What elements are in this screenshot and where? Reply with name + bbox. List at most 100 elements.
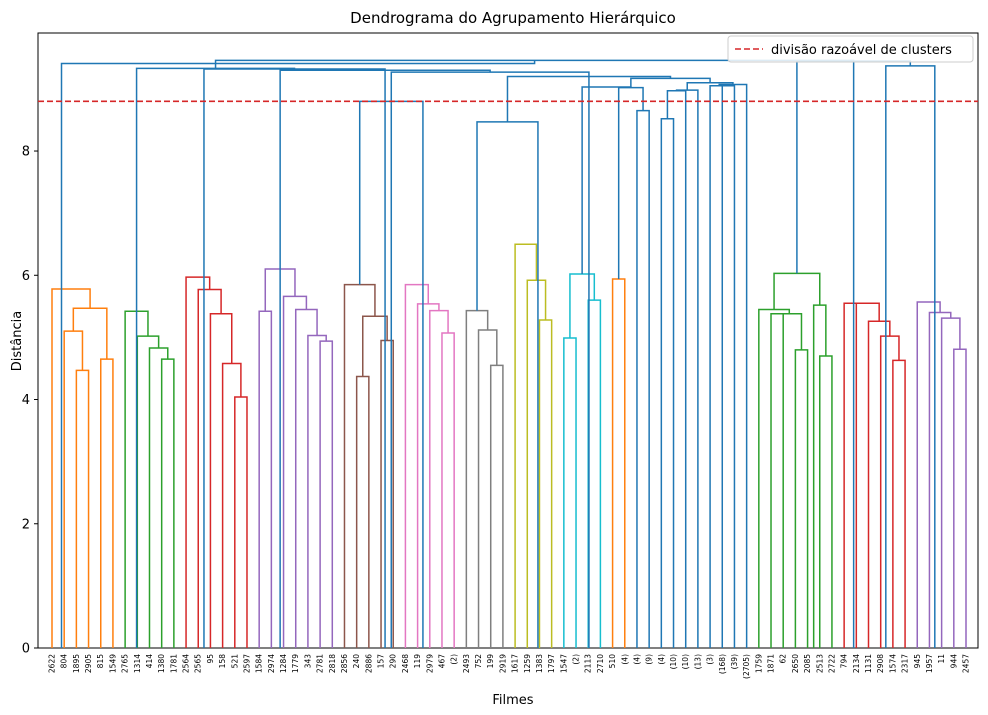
x-tick-label: 11 [937,654,946,664]
plot-frame [37,32,979,649]
x-tick-label: (10) [669,654,678,669]
dendrogram-link [429,309,449,648]
dendrogram-link [51,288,91,648]
y-tick-label: 2 [22,517,30,532]
x-tick-label: 199 [486,654,495,669]
dendrogram-link [843,302,868,648]
x-tick-label: 343 [303,654,312,669]
dendrogram-link [209,313,233,648]
dendrogram-link [185,276,211,648]
dendrogram-link [60,60,536,648]
dendrogram-link [214,59,855,648]
dendrogram-link [362,315,388,377]
x-tick-label: 1314 [133,654,142,673]
x-tick-label: 2622 [48,654,57,673]
chart-title: Dendrograma do Agrupamento Hierárquico [350,9,676,27]
x-tick-label: 2113 [584,654,593,673]
y-tick-label: 8 [22,145,30,160]
x-tick-label: 1547 [559,654,568,673]
dendrogram-link [465,309,489,648]
x-tick-label: 1957 [925,654,934,673]
x-tick-label: 2905 [84,654,93,673]
dendrogram-link [892,359,906,648]
legend: divisão razoável de clusters [727,35,974,63]
x-tick-label: 2317 [901,654,910,673]
x-tick-label: 1383 [535,654,544,673]
x-tick-label: 2650 [791,654,800,673]
x-tick-label: (13) [693,654,702,669]
dendrogram-link [221,362,242,648]
x-tick-label: (4) [657,654,666,665]
x-tick-label: 2765 [121,654,130,673]
x-tick-label: 1797 [547,654,556,673]
x-tick-label: (2705) [742,654,751,679]
dendrogram-link [343,283,376,648]
x-tick-label: 752 [474,654,483,669]
x-tick-label: 2974 [267,654,276,673]
x-tick-label: 119 [413,654,422,669]
dendrogram-link [636,109,650,648]
x-tick-label: 1380 [157,654,166,673]
x-tick-label: 1259 [523,654,532,673]
dendrogram-link [390,71,590,648]
dendrogram-link [777,313,803,350]
dendrogram-link [197,288,222,648]
x-tick-label: 804 [60,654,69,669]
x-tick-label: 1584 [255,654,264,673]
dendrogram-link [812,304,827,648]
x-tick-label: 1895 [72,654,81,673]
x-tick-label: 2856 [340,654,349,673]
x-tick-label: (3) [706,654,715,665]
x-tick-label: 158 [218,654,227,669]
x-tick-label: 467 [437,654,446,669]
x-tick-label: 1871 [767,654,776,673]
y-tick-label: 0 [22,642,30,657]
x-tick-label: (10) [681,654,690,669]
x-tick-label: (4) [620,654,629,665]
x-tick-label: 2818 [328,654,337,673]
dendrogram-link [514,243,538,648]
x-tick-label: 240 [352,654,361,669]
x-tick-label: 2979 [425,654,434,673]
x-tick-label: (4) [632,654,641,665]
x-tick-label: 945 [913,654,922,669]
x-tick-label: 2085 [803,654,812,673]
x-tick-label: 290 [389,654,398,669]
x-tick-label: 2781 [316,654,325,673]
x-tick-label: 414 [145,654,154,669]
x-tick-label: 2886 [364,654,373,673]
x-tick-label: 1781 [169,654,178,673]
x-tick-label: 62 [779,654,788,664]
dendrogram-link [879,335,900,648]
x-tick-label: 2565 [194,654,203,673]
dendrogram-link [709,85,729,648]
x-tick-label: 2513 [815,654,824,673]
legend-label: divisão razoável de clusters [771,43,952,58]
y-tick-label: 4 [22,393,30,408]
x-tick-label: 2597 [242,654,251,673]
x-tick-label: (2) [572,654,581,665]
x-tick-label: 2919 [498,654,507,673]
x-tick-label: 1131 [864,654,873,673]
x-tick-label: 2134 [852,654,861,673]
dendrogram-link [148,347,169,648]
x-tick-label: 2493 [462,654,471,673]
dendrogram-link [953,348,967,648]
x-tick-label: 510 [608,654,617,669]
x-tick-label: 2468 [401,654,410,673]
dendrogram-link [686,81,734,91]
x-tick-label: (9) [645,654,654,665]
dendrogram-link [72,307,108,360]
x-tick-label: 1549 [108,654,117,673]
x-tick-label: 1574 [888,654,897,673]
x-tick-label: 815 [96,654,105,669]
x-tick-label: 2908 [876,654,885,673]
x-tick-label: 2722 [827,654,836,673]
x-tick-label: 1284 [279,654,288,673]
dendrogram-link [630,77,711,88]
x-tick-label: 95 [206,654,215,664]
